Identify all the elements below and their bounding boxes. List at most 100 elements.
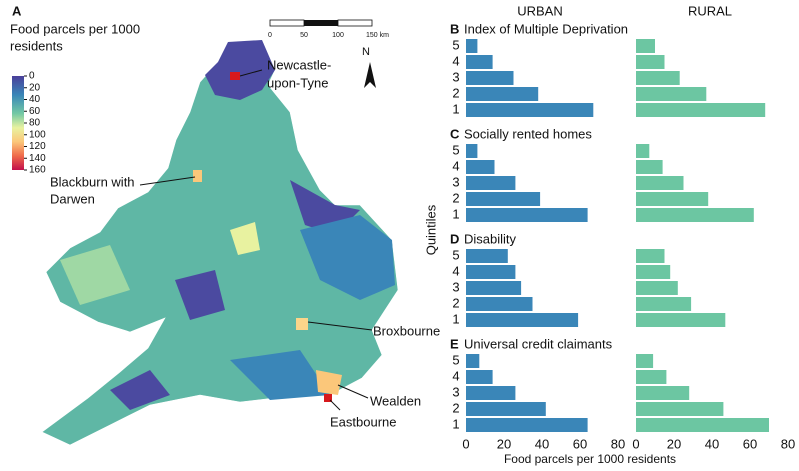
- x-tick-label: 80: [611, 436, 625, 451]
- y-tick-label: 5: [452, 247, 459, 262]
- y-tick-label: 1: [452, 101, 459, 116]
- panel-title: Universal credit claimants: [464, 336, 613, 351]
- x-tick-label: 80: [781, 436, 795, 451]
- bar: [466, 281, 522, 295]
- map-region: [205, 40, 275, 100]
- bar: [466, 87, 539, 101]
- colorbar: [12, 76, 24, 170]
- north-arrow: [364, 62, 376, 88]
- y-tick-label: 2: [452, 190, 459, 205]
- bar: [466, 386, 516, 400]
- panel-title: Disability: [464, 231, 517, 246]
- map-region: [110, 370, 170, 410]
- panel-title: Index of Multiple Deprivation: [464, 21, 628, 36]
- y-tick-label: 5: [452, 37, 459, 52]
- bar: [636, 265, 671, 279]
- column-header: URBAN: [517, 3, 563, 18]
- bar: [636, 418, 769, 432]
- panel-label: C: [450, 126, 460, 141]
- bar: [636, 160, 663, 174]
- bar: [636, 176, 684, 190]
- callout-lines: [139, 69, 373, 411]
- map-region: [175, 270, 225, 320]
- bar: [636, 71, 680, 85]
- x-tick-label: 60: [743, 436, 757, 451]
- bar: [466, 249, 508, 263]
- bar: [636, 402, 724, 416]
- panel-label: D: [450, 231, 459, 246]
- bar: [466, 71, 514, 85]
- map-region: [230, 350, 330, 400]
- y-tick-label: 1: [452, 311, 459, 326]
- annotation: Newcastle-: [267, 57, 331, 72]
- bar: [636, 297, 692, 311]
- bar: [466, 55, 493, 69]
- colorbar-label: 100: [29, 129, 46, 140]
- bar: [466, 176, 516, 190]
- map-region: [230, 222, 260, 255]
- bar: [466, 208, 588, 222]
- y-tick-label: 4: [452, 158, 459, 173]
- x-tick-label: 40: [705, 436, 719, 451]
- colorbar-label: 160: [29, 165, 46, 176]
- column-header: RURAL: [688, 3, 732, 18]
- annotation: Broxbourne: [373, 323, 440, 338]
- bar: [466, 313, 579, 327]
- y-tick-label: 3: [452, 384, 459, 399]
- y-tick-label: 2: [452, 85, 459, 100]
- scale-label: 50: [300, 32, 308, 39]
- bar: [636, 249, 665, 263]
- bar: [466, 354, 480, 368]
- y-tick-label: 4: [452, 368, 459, 383]
- y-tick-label: 1: [452, 416, 459, 431]
- panel-label: A: [12, 3, 22, 18]
- bar: [466, 297, 533, 311]
- map-region: [296, 318, 308, 330]
- bar: [466, 402, 546, 416]
- bar: [466, 265, 516, 279]
- map-region: [60, 245, 130, 305]
- bar: [636, 370, 667, 384]
- annotation: Blackburn with: [50, 174, 135, 189]
- bar: [636, 55, 665, 69]
- legend-title: residents: [10, 38, 63, 53]
- bar: [636, 354, 654, 368]
- map-region: [193, 170, 202, 182]
- annotation: Darwen: [50, 191, 95, 206]
- scale-label: 100: [332, 32, 344, 39]
- north-label: N: [362, 46, 370, 58]
- x-tick-label: 0: [632, 436, 639, 451]
- y-axis-label: Quintiles: [423, 204, 438, 255]
- legend-title: Food parcels per 1000: [10, 21, 140, 36]
- y-tick-label: 2: [452, 400, 459, 415]
- y-tick-label: 4: [452, 263, 459, 278]
- colorbar-label: 120: [29, 141, 46, 152]
- x-axis-label: Food parcels per 1000 residents: [504, 452, 676, 466]
- bar: [636, 192, 709, 206]
- annotation: Eastbourne: [330, 414, 397, 429]
- y-tick-label: 4: [452, 53, 459, 68]
- y-tick-label: 5: [452, 142, 459, 157]
- x-tick-label: 20: [667, 436, 681, 451]
- y-tick-label: 3: [452, 69, 459, 84]
- x-tick-label: 0: [462, 436, 469, 451]
- bar: [636, 144, 650, 158]
- map-outline: [41, 39, 399, 446]
- bar: [636, 87, 707, 101]
- bar: [466, 370, 493, 384]
- colorbar-label: 40: [29, 94, 41, 105]
- bar: [466, 192, 541, 206]
- panel-label: B: [450, 21, 459, 36]
- bar: [636, 39, 655, 53]
- y-tick-label: 3: [452, 174, 459, 189]
- bar: [466, 144, 478, 158]
- colorbar-label: 20: [29, 82, 41, 93]
- map-region: [300, 215, 395, 300]
- y-tick-label: 3: [452, 279, 459, 294]
- colorbar-label: 0: [29, 71, 35, 82]
- bar: [466, 103, 594, 117]
- y-tick-label: 5: [452, 352, 459, 367]
- colorbar-label: 60: [29, 106, 41, 117]
